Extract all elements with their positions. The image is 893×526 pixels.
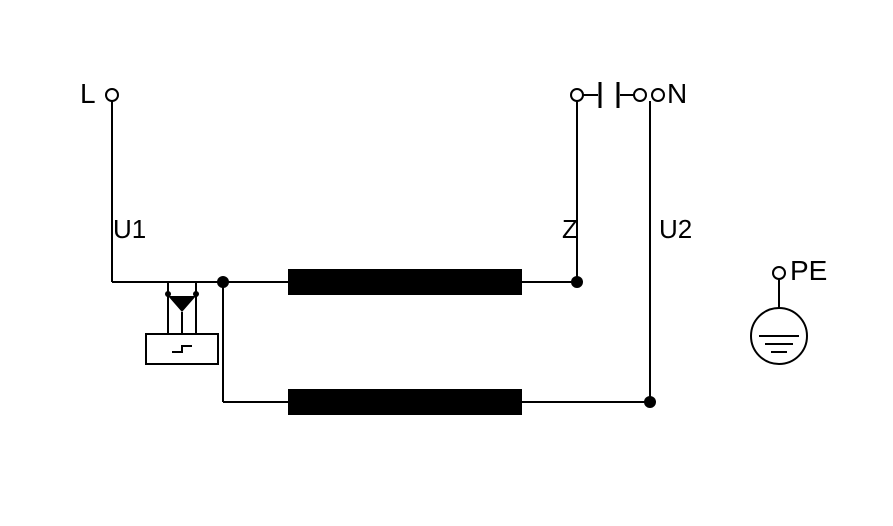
label-PE: PE bbox=[790, 255, 827, 286]
tube-top bbox=[288, 269, 522, 295]
label-U2: U2 bbox=[659, 214, 692, 244]
label-U1: U1 bbox=[113, 214, 146, 244]
label-N: N bbox=[667, 78, 687, 109]
junction-j_starter_r bbox=[193, 291, 199, 297]
terminal-PE bbox=[773, 267, 785, 279]
tube-bottom bbox=[288, 389, 522, 415]
canvas-background bbox=[0, 0, 893, 526]
junction-j_bottom_right bbox=[644, 396, 656, 408]
terminal-N bbox=[652, 89, 664, 101]
label-L: L bbox=[80, 78, 96, 109]
label-Z: Z bbox=[562, 214, 578, 244]
junction-j_starter_top bbox=[217, 276, 229, 288]
terminal-L bbox=[106, 89, 118, 101]
terminal-capL bbox=[571, 89, 583, 101]
terminal-capR bbox=[634, 89, 646, 101]
junction-j_Z bbox=[571, 276, 583, 288]
junction-j_starter_l bbox=[165, 291, 171, 297]
